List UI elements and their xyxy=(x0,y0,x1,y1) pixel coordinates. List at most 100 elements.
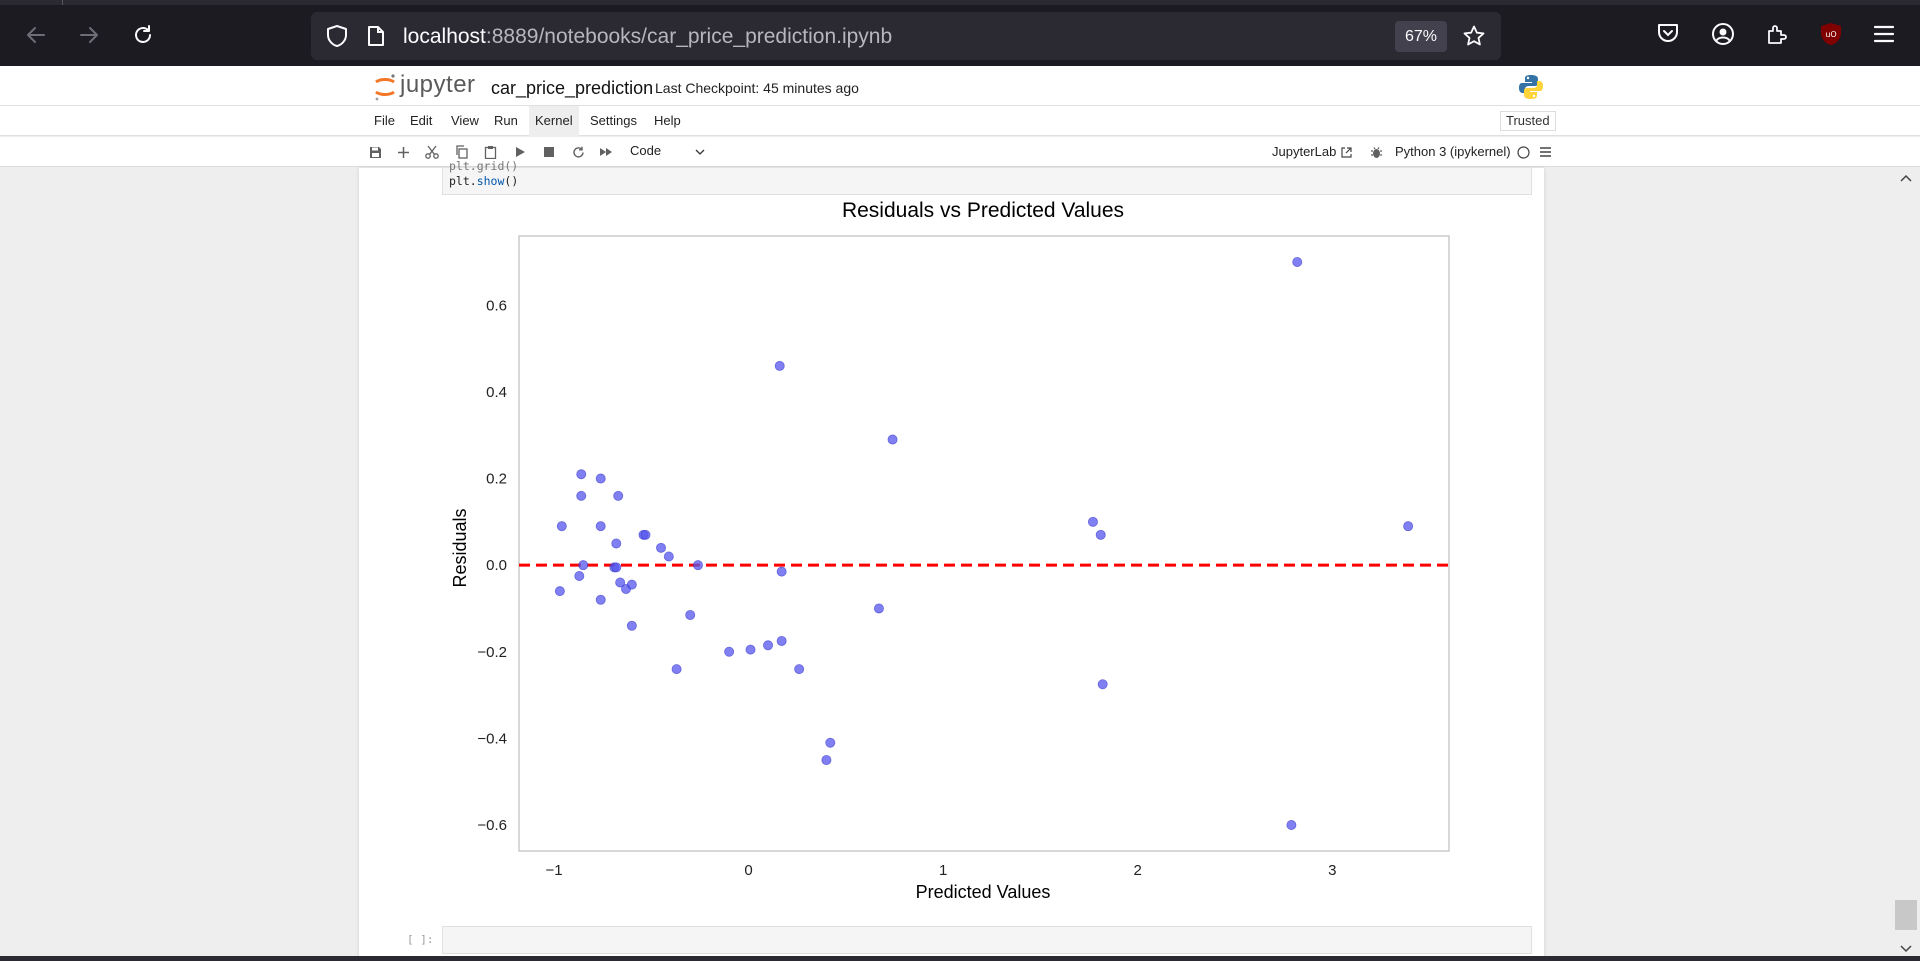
code-line-show: plt.show() xyxy=(449,174,518,188)
tab-strip xyxy=(0,0,1920,5)
scatter-point xyxy=(671,664,682,675)
copy-button[interactable] xyxy=(453,144,469,160)
jupyter-header: jupyter car_price_prediction Last Checkp… xyxy=(0,66,1920,106)
y-axis-label: Residuals xyxy=(450,508,470,587)
y-tick-label: −0.2 xyxy=(477,644,507,661)
scroll-thumb[interactable] xyxy=(1895,900,1917,930)
code-token-show: show xyxy=(476,174,505,188)
x-tick-label: 1 xyxy=(939,862,947,879)
scatter-point xyxy=(1286,820,1297,831)
scatter-point xyxy=(776,566,787,577)
scatter-point xyxy=(825,737,836,748)
external-link-icon[interactable] xyxy=(1340,146,1352,158)
save-button[interactable] xyxy=(367,144,383,160)
bookmark-star-icon[interactable] xyxy=(1461,24,1487,48)
python-logo-icon xyxy=(1516,72,1546,102)
x-tick-label: −1 xyxy=(545,862,562,879)
url-bar[interactable]: localhost:8889/notebooks/car_price_predi… xyxy=(311,12,1501,60)
interrupt-kernel-button[interactable] xyxy=(541,144,557,160)
hamburger-menu-icon[interactable] xyxy=(1871,21,1897,47)
cell-type-select[interactable]: Code xyxy=(630,143,661,158)
scatter-point xyxy=(615,577,626,588)
menu-file[interactable]: File xyxy=(374,113,395,128)
x-tick-label: 3 xyxy=(1328,862,1336,879)
url-host: localhost xyxy=(403,25,486,48)
menu-help[interactable]: Help xyxy=(654,113,681,128)
scatter-point xyxy=(656,542,667,553)
scatter-point xyxy=(692,560,703,571)
code-token-plt: plt. xyxy=(449,174,477,188)
y-axis-ticks: −0.6 −0.4 −0.2 0.0 0.2 0.4 0.6 xyxy=(477,297,507,834)
menu-view[interactable]: View xyxy=(451,113,479,128)
scatter-point xyxy=(774,360,785,371)
extensions-icon[interactable] xyxy=(1764,21,1790,47)
ublock-origin-icon[interactable]: uO xyxy=(1819,21,1843,47)
kernel-status-idle-icon xyxy=(1516,145,1530,159)
jupyterlab-link[interactable]: JupyterLab xyxy=(1272,144,1336,159)
cut-button[interactable] xyxy=(424,144,440,160)
scatter-point xyxy=(626,620,637,631)
chevron-down-icon[interactable] xyxy=(694,146,706,158)
debugger-bug-icon[interactable] xyxy=(1369,145,1383,159)
x-tick-label: 2 xyxy=(1134,862,1142,879)
menu-kernel[interactable]: Kernel xyxy=(529,106,579,136)
code-cell[interactable]: plt.grid() plt.show() xyxy=(442,159,1532,195)
url-text[interactable]: localhost:8889/notebooks/car_price_predi… xyxy=(403,25,892,49)
back-button[interactable] xyxy=(19,18,53,52)
restart-run-all-button[interactable] xyxy=(598,144,614,160)
scatter-point xyxy=(1087,516,1098,527)
scatter-point xyxy=(556,521,567,532)
x-axis-label: Predicted Values xyxy=(916,882,1051,902)
svg-text:uO: uO xyxy=(1825,30,1836,39)
reload-icon xyxy=(135,25,151,43)
scatter-point xyxy=(821,755,832,766)
scatter-point xyxy=(685,609,696,620)
scatter-point xyxy=(887,434,898,445)
jupyter-logo-text[interactable]: jupyter xyxy=(400,71,476,98)
browser-toolbar: localhost:8889/notebooks/car_price_predi… xyxy=(0,0,1920,66)
save-icon xyxy=(369,146,381,158)
paste-button[interactable] xyxy=(482,144,498,160)
shield-icon[interactable] xyxy=(325,24,349,48)
restart-kernel-button[interactable] xyxy=(570,144,586,160)
account-icon[interactable] xyxy=(1710,21,1736,47)
y-tick-label: 0.6 xyxy=(486,297,507,314)
code-line-partial: plt.grid() xyxy=(449,159,519,173)
menu-settings[interactable]: Settings xyxy=(590,113,637,128)
insert-cell-button[interactable] xyxy=(395,144,411,160)
forward-button[interactable] xyxy=(72,18,106,52)
scatter-point xyxy=(763,640,774,651)
scatter-point xyxy=(626,579,637,590)
jupyter-logo-icon[interactable] xyxy=(372,72,398,102)
scatter-point xyxy=(794,664,805,675)
reload-button[interactable] xyxy=(126,18,160,52)
scissors-icon xyxy=(425,145,439,159)
residuals-scatter-chart: Residuals vs Predicted Values −0.6−0.4−0… xyxy=(450,199,1450,902)
menu-run[interactable]: Run xyxy=(494,113,518,128)
scatter-point xyxy=(576,490,587,501)
scatter-point xyxy=(1403,521,1414,532)
kernel-name[interactable]: Python 3 (ipykernel) xyxy=(1395,144,1511,159)
scatter-point xyxy=(1097,679,1108,690)
property-inspector-menu-icon[interactable] xyxy=(1538,145,1552,159)
trusted-indicator[interactable]: Trusted xyxy=(1500,111,1556,131)
fast-forward-icon xyxy=(600,148,612,156)
empty-code-cell[interactable] xyxy=(442,926,1532,954)
scrollbar[interactable] xyxy=(1893,168,1920,961)
arrow-left-icon xyxy=(27,27,45,43)
scatter-point xyxy=(1292,256,1303,267)
menu-edit[interactable]: Edit xyxy=(410,113,433,128)
cell-type-value: Code xyxy=(630,143,662,158)
scroll-down-icon[interactable] xyxy=(1899,943,1913,955)
scatter-point xyxy=(873,603,884,614)
zoom-level-button[interactable]: 67% xyxy=(1395,21,1447,52)
pocket-icon[interactable] xyxy=(1655,21,1681,45)
y-tick-label: −0.6 xyxy=(477,817,507,834)
arrow-right-icon xyxy=(80,27,98,43)
y-tick-label: 0.2 xyxy=(486,471,507,488)
page-info-icon[interactable] xyxy=(365,24,387,48)
scroll-up-icon[interactable] xyxy=(1899,172,1913,184)
scatter-points xyxy=(554,256,1414,831)
notebook-title[interactable]: car_price_prediction xyxy=(491,78,654,98)
run-cell-button[interactable] xyxy=(512,144,528,160)
